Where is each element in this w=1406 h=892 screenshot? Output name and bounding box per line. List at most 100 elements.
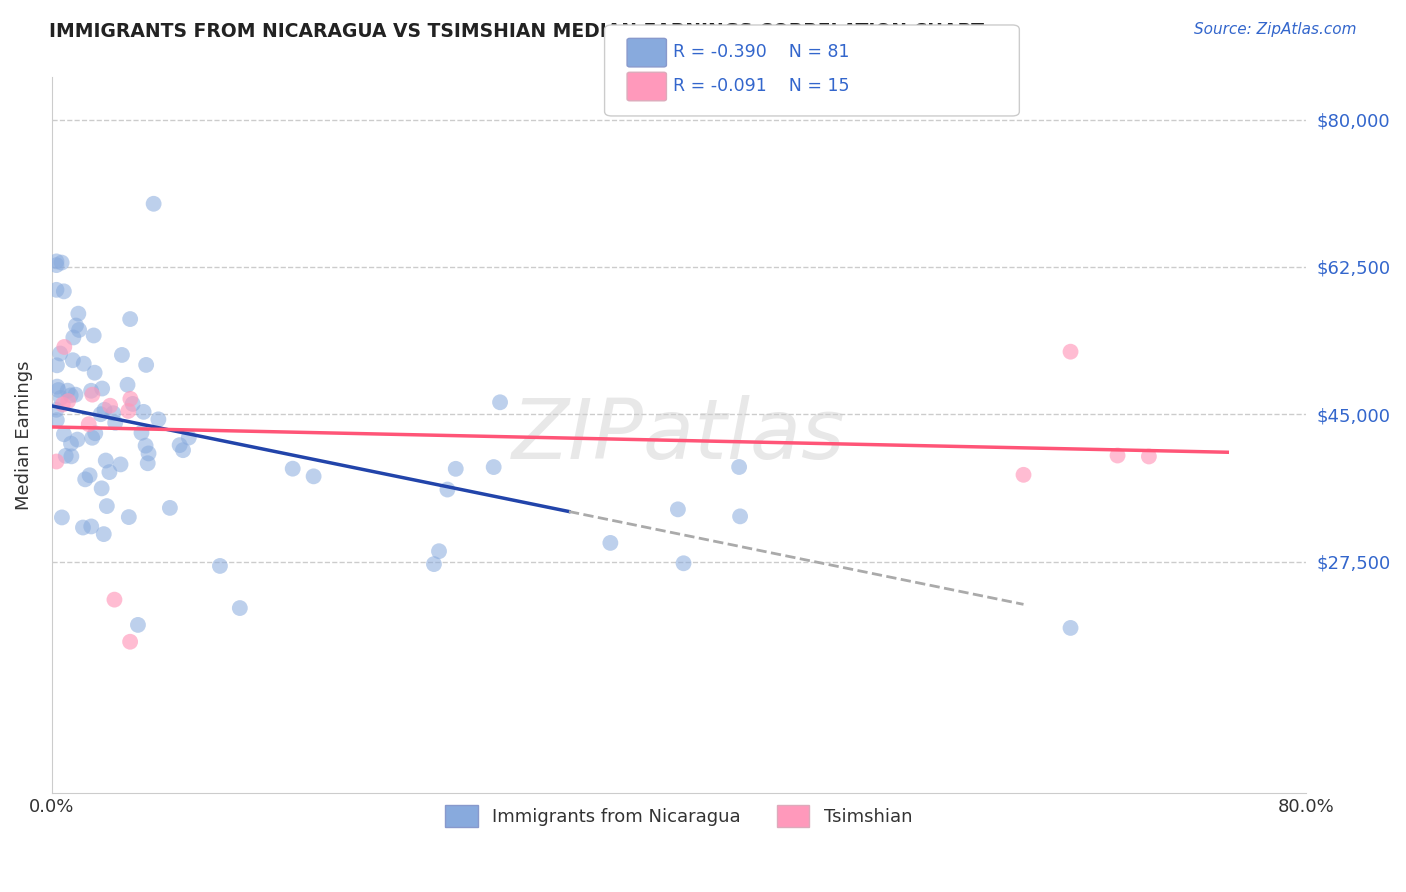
Text: Source: ZipAtlas.com: Source: ZipAtlas.com <box>1194 22 1357 37</box>
Point <box>45 413 67 427</box>
Point <box>148 412 170 426</box>
Point <box>118 510 141 524</box>
Point <box>121 397 143 411</box>
Point <box>66 433 89 447</box>
Legend: Immigrants from Nicaragua, Tsimshian: Immigrants from Nicaragua, Tsimshian <box>437 798 920 834</box>
Point <box>72 520 94 534</box>
Point <box>55 449 77 463</box>
Point <box>84 426 107 441</box>
Point <box>51 255 73 269</box>
Point <box>127 618 149 632</box>
Point <box>77 417 100 432</box>
Point <box>93 402 115 417</box>
Text: ZIPatlas: ZIPatlas <box>512 395 845 476</box>
Point <box>82 431 104 445</box>
Point <box>672 556 695 570</box>
Point <box>52 427 75 442</box>
Point <box>62 353 84 368</box>
Point <box>62 330 84 344</box>
Point <box>53 340 76 354</box>
Point <box>728 509 751 524</box>
Point <box>46 379 69 393</box>
Point <box>46 359 69 373</box>
Point <box>177 431 200 445</box>
Point <box>49 391 72 405</box>
Point <box>67 323 90 337</box>
Text: IMMIGRANTS FROM NICARAGUA VS TSIMSHIAN MEDIAN EARNINGS CORRELATION CHART: IMMIGRANTS FROM NICARAGUA VS TSIMSHIAN M… <box>49 22 984 41</box>
Point <box>117 377 139 392</box>
Point <box>444 462 467 476</box>
Point <box>45 258 67 272</box>
Point <box>172 443 194 458</box>
Point <box>135 439 157 453</box>
Point <box>208 558 231 573</box>
Point <box>51 510 73 524</box>
Point <box>83 366 105 380</box>
Point <box>103 406 125 420</box>
Point <box>83 328 105 343</box>
Point <box>482 460 505 475</box>
Point <box>489 395 512 409</box>
Point <box>281 461 304 475</box>
Point <box>117 404 139 418</box>
Y-axis label: Median Earnings: Median Earnings <box>15 360 32 510</box>
Point <box>59 436 82 450</box>
Point <box>103 592 125 607</box>
Point <box>110 458 132 472</box>
Point <box>120 634 142 648</box>
Point <box>229 601 252 615</box>
Point <box>79 468 101 483</box>
Point <box>48 383 70 397</box>
Point <box>169 438 191 452</box>
Point <box>45 402 67 417</box>
Point <box>52 285 75 299</box>
Point <box>45 254 67 268</box>
Point <box>80 384 103 398</box>
Point <box>423 557 446 571</box>
Point <box>120 312 142 326</box>
Point <box>1059 344 1081 359</box>
Point <box>302 469 325 483</box>
Point <box>131 425 153 440</box>
Point <box>45 283 67 297</box>
Point <box>94 453 117 467</box>
Point <box>120 392 142 406</box>
Point <box>427 544 450 558</box>
Point <box>93 527 115 541</box>
Point <box>1107 449 1129 463</box>
Text: R = -0.390    N = 81: R = -0.390 N = 81 <box>673 43 851 61</box>
Point <box>65 387 87 401</box>
Point <box>436 483 458 497</box>
Point <box>98 399 121 413</box>
Point <box>75 472 97 486</box>
Point <box>45 454 67 468</box>
Point <box>60 450 83 464</box>
Point <box>1059 621 1081 635</box>
Point <box>67 307 90 321</box>
Point <box>666 502 689 516</box>
Point <box>132 405 155 419</box>
Point <box>65 318 87 333</box>
Point <box>90 407 112 421</box>
Point <box>1012 467 1035 482</box>
Text: R = -0.091    N = 15: R = -0.091 N = 15 <box>673 77 851 95</box>
Point <box>91 382 114 396</box>
Point <box>138 446 160 460</box>
Point <box>59 388 82 402</box>
Point <box>135 358 157 372</box>
Point <box>49 346 72 360</box>
Point <box>56 394 79 409</box>
Point <box>73 357 96 371</box>
Point <box>90 482 112 496</box>
Point <box>111 348 134 362</box>
Point <box>96 499 118 513</box>
Point <box>104 416 127 430</box>
Point <box>1137 450 1160 464</box>
Point <box>142 196 165 211</box>
Point <box>98 465 121 479</box>
Point <box>136 456 159 470</box>
Point <box>82 387 104 401</box>
Point <box>728 460 751 475</box>
Point <box>159 500 181 515</box>
Point <box>80 519 103 533</box>
